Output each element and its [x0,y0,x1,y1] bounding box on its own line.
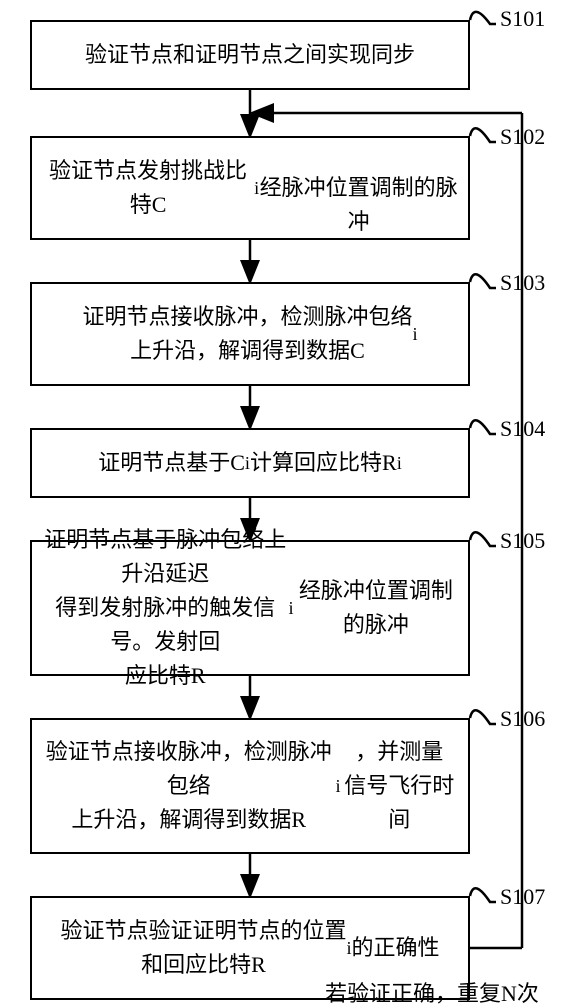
flowchart-canvas: 验证节点和证明节点之间实现同步 S101 验证节点发射挑战比特Ci经脉冲位置调制的脉… [0,0,580,1000]
flow-step-s103: 证明节点接收脉冲，检测脉冲包络上升沿，解调得到数据Ci [30,282,470,386]
flow-step-s105: 证明节点基于脉冲包络上升沿延迟得到发射脉冲的触发信号。发射回应比特Ri经脉冲位置… [30,540,470,676]
step-label: S105 [500,528,545,554]
flow-step-s106: 验证节点接收脉冲，检测脉冲包络上升沿，解调得到数据Ri，并测量信号飞行时间 [30,718,470,854]
flow-step-s104: 证明节点基于Ci计算回应比特Ri [30,428,470,498]
step-label: S107 [500,884,545,910]
step-label: S103 [500,270,545,296]
step-label: S102 [500,124,545,150]
loop-condition-text: 若验证正确，重复N次 [325,976,539,1008]
flow-step-s102: 验证节点发射挑战比特Ci经脉冲位置调制的脉冲 [30,136,470,240]
step-label: S106 [500,706,545,732]
step-label: S104 [500,416,545,442]
flow-step-s101: 验证节点和证明节点之间实现同步 [30,20,470,90]
step-label: S101 [500,6,545,32]
